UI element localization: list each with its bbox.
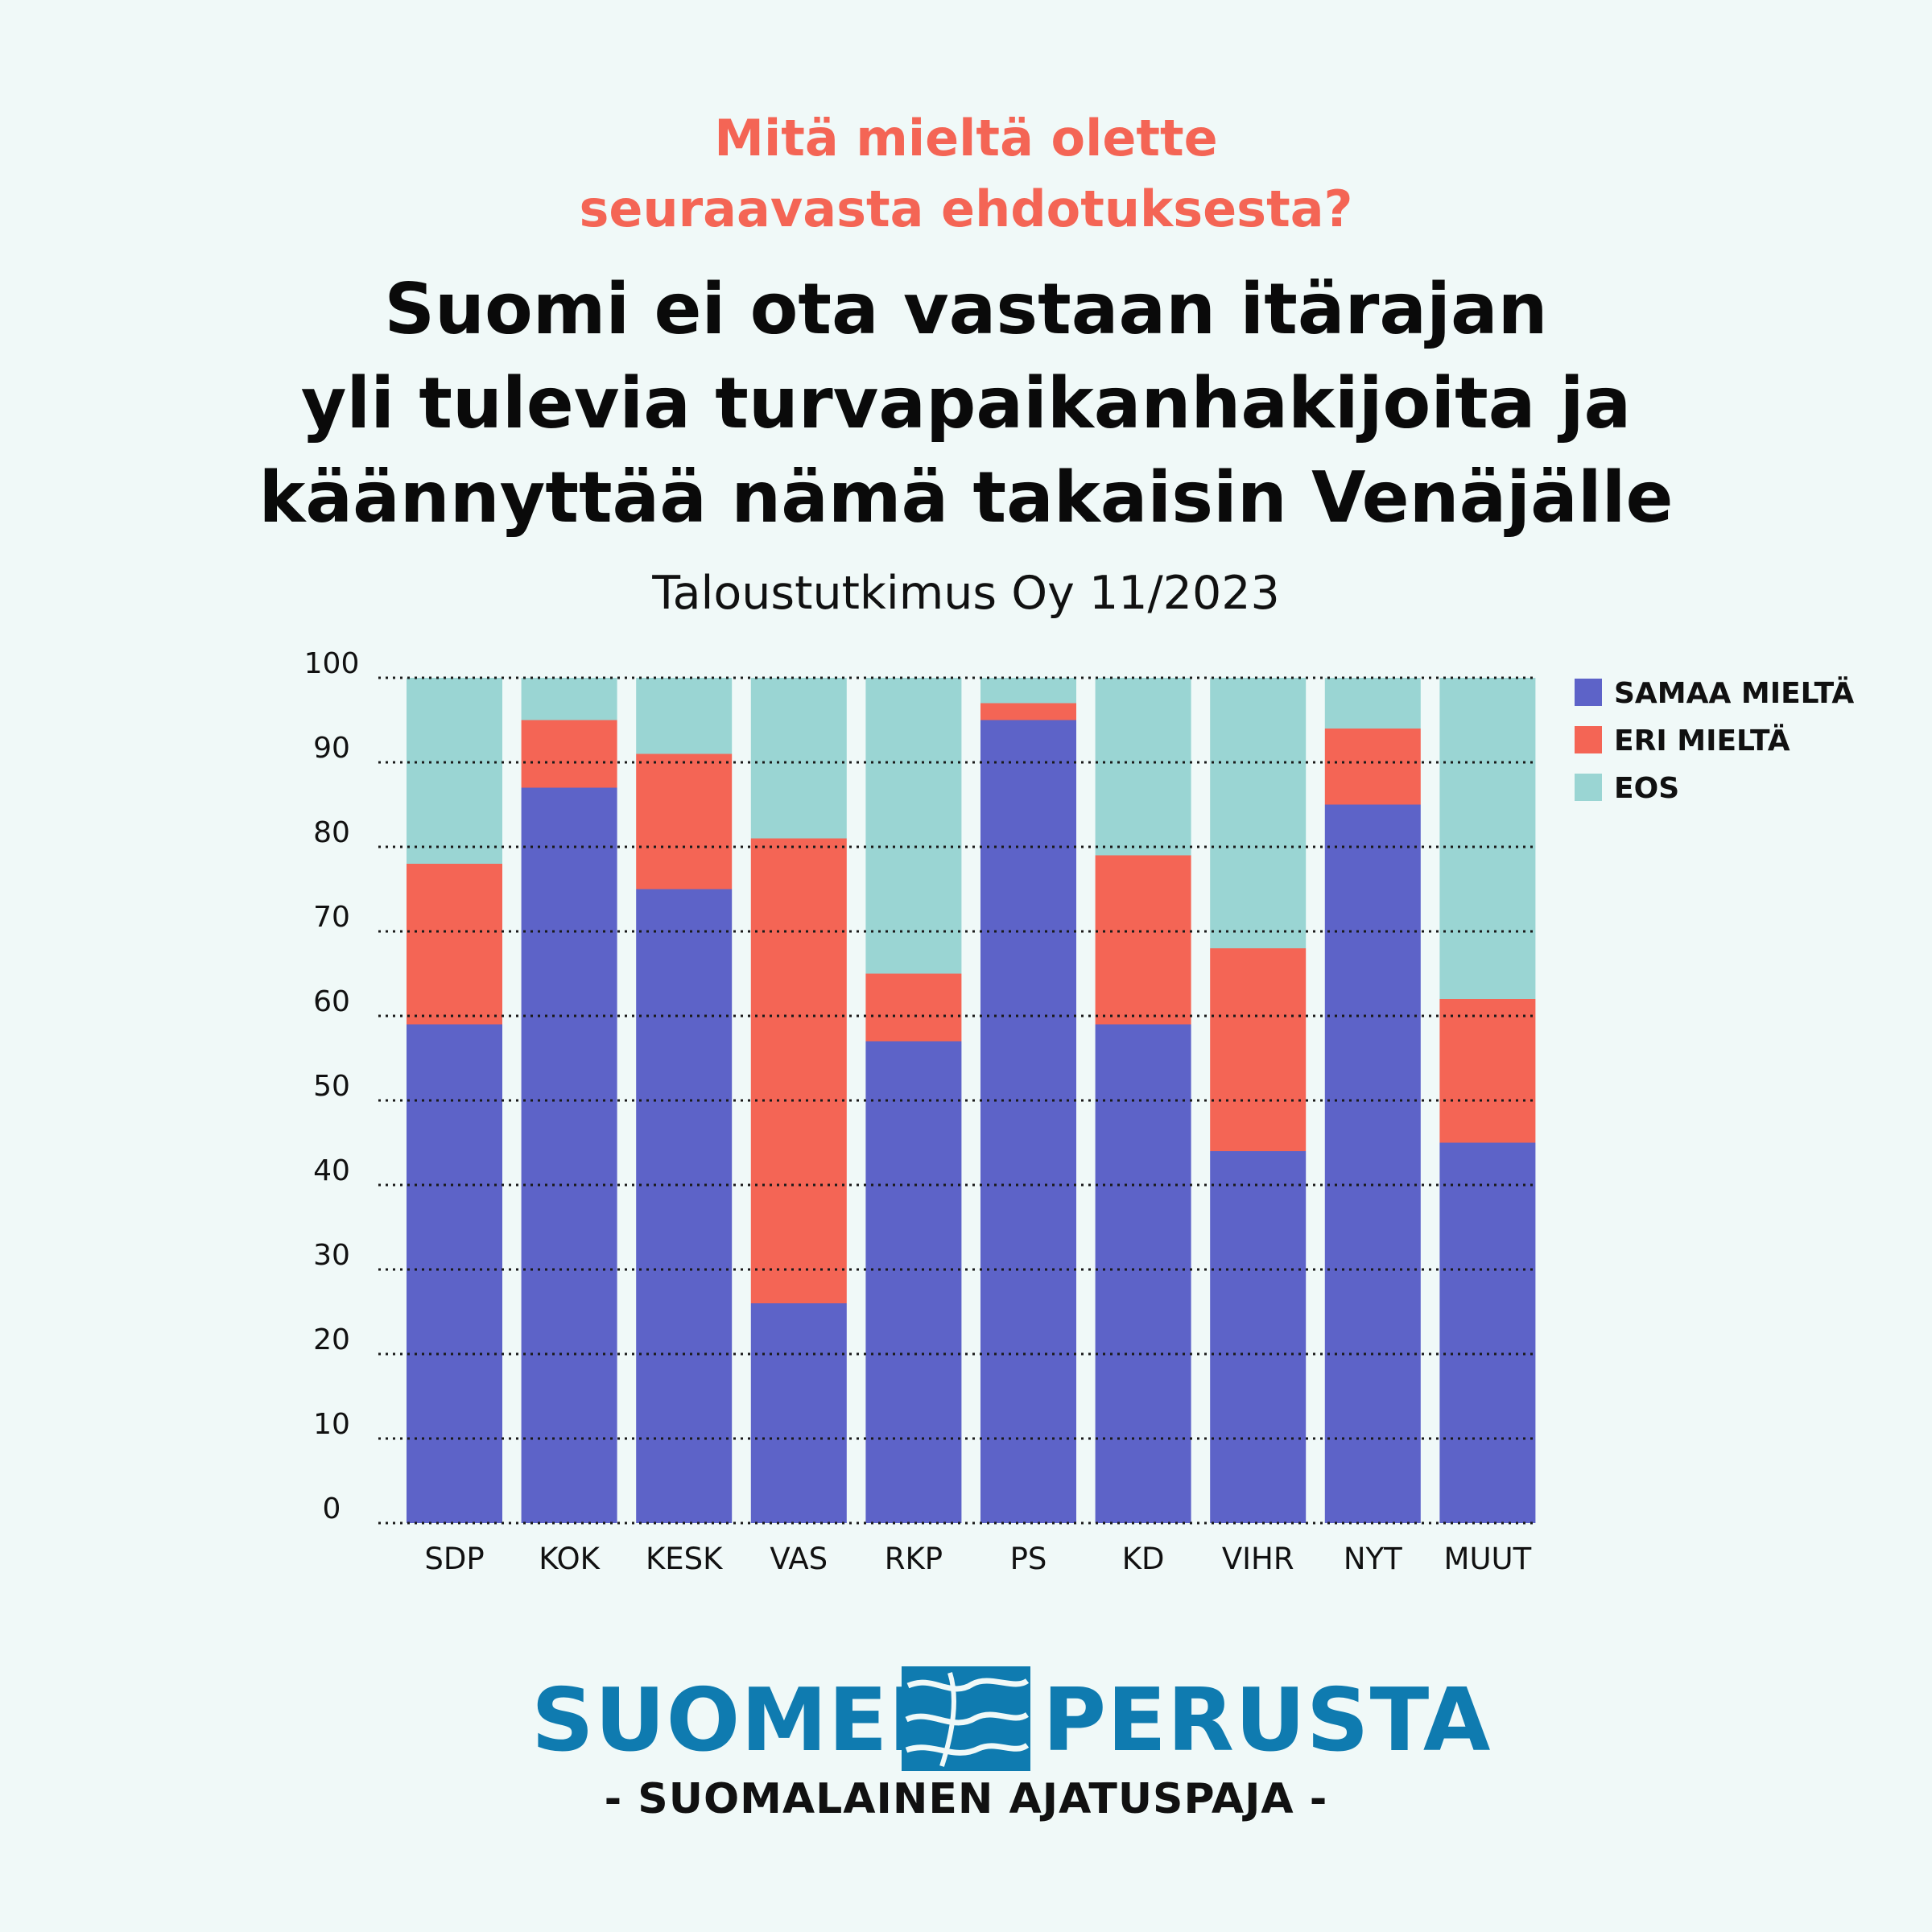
y-tick-label-10: 10 xyxy=(313,1408,350,1441)
bar-ps-eos xyxy=(980,678,1076,704)
x-axis: SDP KOK KESK VAS RKP PS KD VIHR NYT MUUT xyxy=(424,1542,1531,1576)
bar-muut-samaa xyxy=(1439,1142,1536,1523)
wave-logo-icon xyxy=(902,1666,1030,1771)
grid-layer xyxy=(378,676,1538,1525)
bar-ps-eri xyxy=(980,703,1076,720)
bar-vas-samaa xyxy=(750,1303,847,1523)
x-tick-label-vihr: VIHR xyxy=(1222,1542,1294,1576)
legend-label-eos: EOS xyxy=(1614,772,1679,805)
chart-title: Suomi ei ota vastaan itärajan yli tulevi… xyxy=(258,268,1674,539)
y-axis: 0 10 20 30 40 50 60 70 80 90 100 xyxy=(304,647,360,1525)
bar-nyt-eos xyxy=(1324,678,1421,729)
x-tick-label-kesk: KESK xyxy=(646,1542,724,1576)
bar-vas-eri xyxy=(750,838,847,1303)
brand-word-right: PERUSTA xyxy=(1042,1670,1492,1771)
y-tick-label-30: 30 xyxy=(313,1239,350,1272)
bar-vihr-eri xyxy=(1210,948,1307,1151)
bar-vas-eos xyxy=(750,678,847,839)
bar-kesk-eos xyxy=(636,678,733,754)
y-tick-label-0: 0 xyxy=(323,1492,341,1525)
x-tick-label-kd: KD xyxy=(1122,1542,1165,1576)
bar-rkp-eri xyxy=(865,973,962,1042)
bar-kesk-samaa xyxy=(636,889,733,1523)
y-tick-label-70: 70 xyxy=(313,901,350,934)
bars-layer xyxy=(407,678,1536,1523)
x-tick-label-muut: MUUT xyxy=(1444,1542,1532,1576)
bar-vihr-eos xyxy=(1210,678,1307,948)
y-tick-label-60: 60 xyxy=(313,985,350,1018)
y-tick-label-80: 80 xyxy=(313,816,350,849)
brand-tagline: - SUOMALAINEN AJATUSPAJA - xyxy=(604,1775,1328,1823)
x-tick-label-ps: PS xyxy=(1010,1542,1047,1576)
bar-sdp-eri xyxy=(407,864,502,1025)
bar-kok-samaa xyxy=(521,787,617,1523)
bar-kok-eos xyxy=(521,678,617,720)
bar-sdp-samaa xyxy=(407,1024,502,1523)
y-tick-label-100: 100 xyxy=(304,647,360,680)
bar-ps-samaa xyxy=(980,720,1076,1523)
legend: SAMAA MIELTÄ ERI MIELTÄ EOS xyxy=(1575,676,1854,805)
bar-kd-samaa xyxy=(1095,1024,1191,1523)
bar-kd-eri xyxy=(1095,855,1191,1025)
chart-source: Taloustutkimus Oy 11/2023 xyxy=(652,567,1280,620)
y-tick-label-50: 50 xyxy=(313,1070,350,1103)
x-tick-label-sdp: SDP xyxy=(424,1542,484,1576)
brand-logo-lockup: SUOMEN PERUSTA xyxy=(0,1666,1932,1771)
y-tick-label-90: 90 xyxy=(313,732,350,765)
bar-sdp-eos xyxy=(407,678,502,864)
bar-kok-eri xyxy=(521,720,617,788)
x-tick-label-vas: VAS xyxy=(770,1542,828,1576)
y-tick-label-40: 40 xyxy=(313,1154,350,1187)
legend-swatch-samaa xyxy=(1575,679,1602,706)
bar-muut-eri xyxy=(1439,999,1536,1143)
question-heading: Mitä mieltä olette seuraavasta ehdotukse… xyxy=(579,109,1353,238)
legend-swatch-eos xyxy=(1575,774,1602,801)
legend-swatch-eri xyxy=(1575,726,1602,753)
y-tick-label-20: 20 xyxy=(313,1323,350,1356)
bar-nyt-eri xyxy=(1324,729,1421,805)
x-tick-label-nyt: NYT xyxy=(1344,1542,1402,1576)
legend-label-eri: ERI MIELTÄ xyxy=(1614,724,1790,758)
bar-rkp-samaa xyxy=(865,1041,962,1523)
legend-label-samaa: SAMAA MIELTÄ xyxy=(1614,676,1854,710)
bar-nyt-samaa xyxy=(1324,804,1421,1523)
bar-vihr-samaa xyxy=(1210,1151,1307,1523)
brand-word-left: SUOMEN xyxy=(531,1670,962,1771)
bar-kd-eos xyxy=(1095,678,1191,856)
x-tick-label-kok: KOK xyxy=(539,1542,601,1576)
bar-muut-eos xyxy=(1439,678,1536,999)
x-tick-label-rkp: RKP xyxy=(885,1542,943,1576)
stacked-bar-chart: 0 10 20 30 40 50 60 70 80 90 100 SDP KOK KESK VAS RKP P… xyxy=(304,647,1855,1576)
bar-kesk-eri xyxy=(636,753,733,890)
bar-rkp-eos xyxy=(865,678,962,974)
